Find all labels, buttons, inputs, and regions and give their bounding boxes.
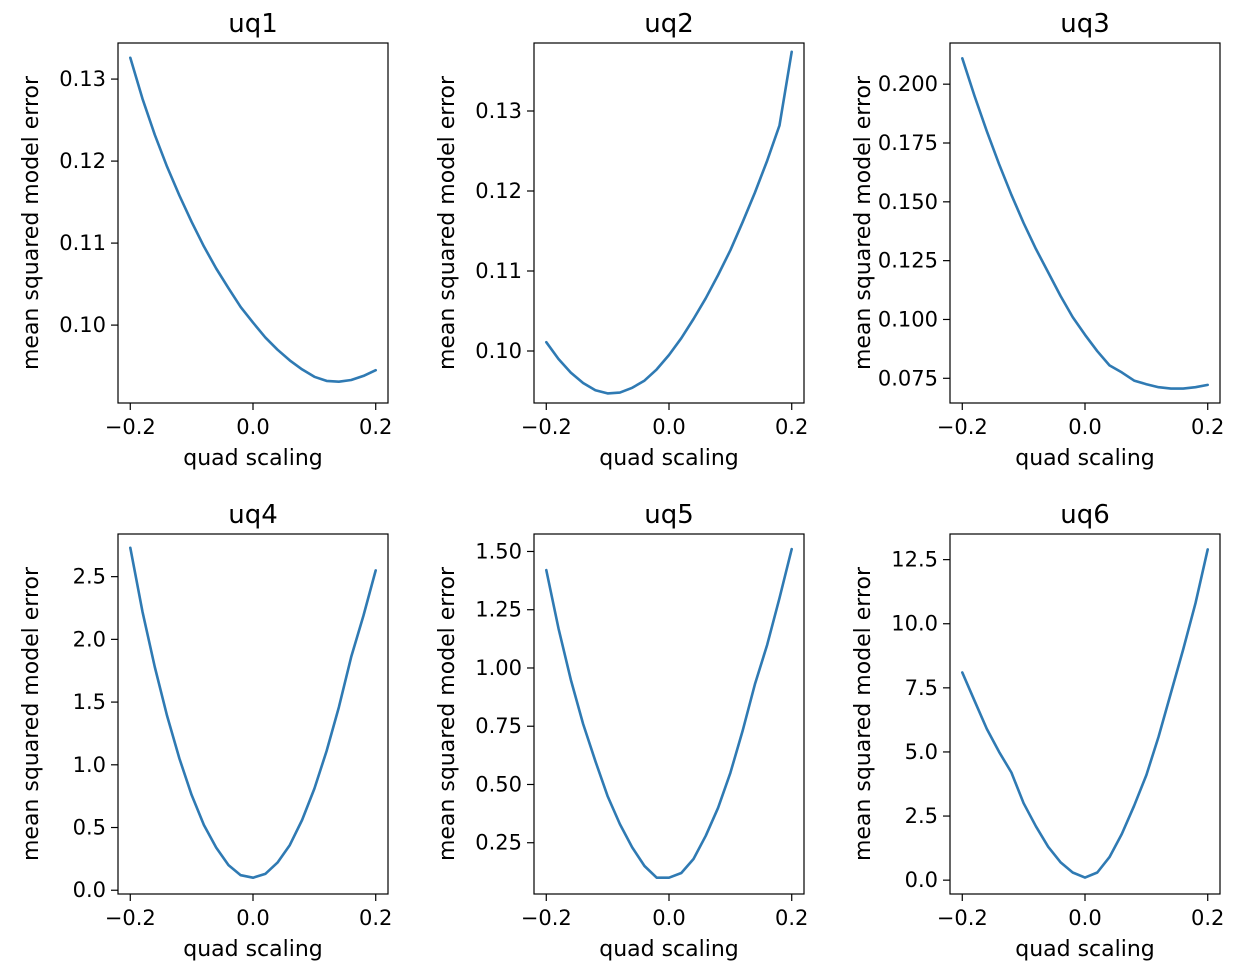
x-tick-label: −0.2 <box>105 906 156 930</box>
subplot-2: −0.2 0.0 0.2 0.10 0.11 0.12 0.13 uq2 quad scalin… <box>435 9 808 471</box>
plot-frame <box>949 533 1221 895</box>
subplot-4: −0.2 0.0 0.2 0.0 0.5 1.0 1.5 2.0 2.5 uq4 quad scal… <box>19 500 392 962</box>
y-tick-label: 0.100 <box>878 307 938 331</box>
series-line <box>544 50 794 395</box>
x-tick-label: 0.2 <box>1191 906 1224 930</box>
y-tick-label: 5.0 <box>905 740 938 764</box>
y-tick-label: 0.12 <box>59 149 106 173</box>
x-tick-label: −0.2 <box>105 415 156 439</box>
y-tick-label: 0.0 <box>905 868 938 892</box>
y-axis-label: mean squared model error <box>435 566 460 861</box>
y-tick-label: 1.50 <box>475 539 522 563</box>
y-tick-label: 0.175 <box>878 131 938 155</box>
x-axis-label: quad scaling <box>1015 446 1155 471</box>
y-tick-label: 0.13 <box>475 99 522 123</box>
x-tick-label: 0.2 <box>359 415 392 439</box>
y-tick-label: 0.200 <box>878 72 938 96</box>
y-tick-label: 0.125 <box>878 249 938 273</box>
chart-title: uq5 <box>644 500 694 530</box>
x-axis-label: quad scaling <box>183 937 323 962</box>
subplot-5: −0.2 0.0 0.2 0.25 0.50 0.75 1.00 1.25 1.50 uq5 qua… <box>435 500 808 962</box>
y-axis-label: mean squared model error <box>19 566 44 861</box>
y-tick-label: 0.0 <box>73 878 106 902</box>
y-tick-label: 0.5 <box>73 816 106 840</box>
chart-title: uq4 <box>228 500 278 530</box>
y-tick-label: 0.10 <box>475 339 522 363</box>
y-tick-label: 0.50 <box>475 772 522 796</box>
series-line <box>960 56 1209 390</box>
y-tick-label: 10.0 <box>891 612 938 636</box>
y-tick-label: 7.5 <box>905 676 938 700</box>
y-tick-label: 2.0 <box>73 627 106 651</box>
y-tick-label: 0.75 <box>475 714 522 738</box>
y-tick-label: 0.13 <box>59 67 106 91</box>
subplot-3: −0.2 0.0 0.2 0.075 0.100 0.125 0.150 0.175 0.200… <box>851 9 1224 471</box>
y-tick-label: 0.075 <box>878 366 938 390</box>
y-axis-label: mean squared model error <box>851 75 876 370</box>
x-tick-label: 0.0 <box>236 415 269 439</box>
x-tick-label: −0.2 <box>521 906 572 930</box>
x-tick-label: 0.0 <box>1068 415 1101 439</box>
x-tick-label: −0.2 <box>521 415 572 439</box>
x-axis-label: quad scaling <box>599 937 739 962</box>
x-tick-label: −0.2 <box>937 415 988 439</box>
plot-frame <box>949 42 1221 404</box>
plot-frame <box>117 533 389 895</box>
chart-title: uq1 <box>228 9 278 39</box>
y-tick-label: 0.11 <box>475 259 522 283</box>
series-line <box>544 547 794 880</box>
y-tick-label: 2.5 <box>73 565 106 589</box>
y-tick-label: 1.25 <box>475 598 522 622</box>
chart-title: uq3 <box>1060 9 1110 39</box>
x-axis-label: quad scaling <box>1015 937 1155 962</box>
y-tick-label: 1.5 <box>73 690 106 714</box>
x-tick-label: −0.2 <box>937 906 988 930</box>
x-axis-label: quad scaling <box>183 446 323 471</box>
y-tick-label: 1.0 <box>73 753 106 777</box>
x-tick-label: 0.2 <box>359 906 392 930</box>
x-tick-label: 0.2 <box>775 906 808 930</box>
x-tick-label: 0.0 <box>652 906 685 930</box>
chart-title: uq6 <box>1060 500 1110 530</box>
x-tick-label: 0.2 <box>775 415 808 439</box>
x-axis-label: quad scaling <box>599 446 739 471</box>
chart-title: uq2 <box>644 9 694 39</box>
x-tick-label: 0.0 <box>1068 906 1101 930</box>
x-tick-label: 0.0 <box>236 906 269 930</box>
subplot-6: −0.2 0.0 0.2 0.0 2.5 5.0 7.5 10.0 12.5 uq6 quad sc… <box>851 500 1224 962</box>
subplot-1: −0.2 0.0 0.2 0.10 0.11 0.12 0.13 uq1 quad scalin… <box>19 9 392 471</box>
y-tick-label: 0.150 <box>878 190 938 214</box>
x-tick-label: 0.2 <box>1191 415 1224 439</box>
series-line <box>129 546 378 880</box>
plot-frame <box>533 533 805 895</box>
series-line <box>960 548 1209 879</box>
plot-frame <box>533 42 805 404</box>
y-tick-label: 0.12 <box>475 179 522 203</box>
y-tick-label: 1.00 <box>475 656 522 680</box>
y-tick-label: 0.25 <box>475 831 522 855</box>
plot-frame <box>117 42 389 404</box>
y-axis-label: mean squared model error <box>851 566 876 861</box>
y-axis-label: mean squared model error <box>19 75 44 370</box>
x-tick-label: 0.0 <box>652 415 685 439</box>
y-tick-label: 0.10 <box>59 313 106 337</box>
y-axis-label: mean squared model error <box>435 75 460 370</box>
y-tick-label: 0.11 <box>59 231 106 255</box>
series-line <box>129 56 378 384</box>
y-tick-label: 2.5 <box>905 804 938 828</box>
y-tick-label: 12.5 <box>891 548 938 572</box>
